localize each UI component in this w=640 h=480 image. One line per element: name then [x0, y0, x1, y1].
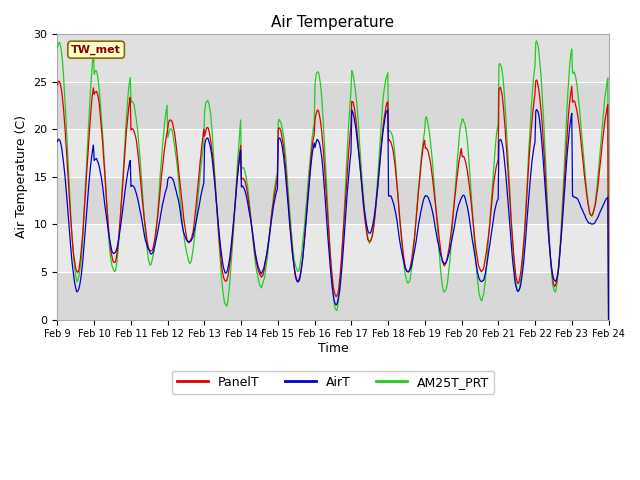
- Bar: [58, 129, 609, 177]
- Bar: [58, 177, 609, 225]
- Bar: [58, 272, 609, 320]
- Text: TW_met: TW_met: [71, 45, 121, 55]
- Y-axis label: Air Temperature (C): Air Temperature (C): [15, 115, 28, 239]
- X-axis label: Time: Time: [317, 342, 348, 355]
- Bar: [58, 34, 609, 82]
- Bar: [58, 225, 609, 272]
- Bar: [58, 82, 609, 129]
- Legend: PanelT, AirT, AM25T_PRT: PanelT, AirT, AM25T_PRT: [172, 371, 494, 394]
- Title: Air Temperature: Air Temperature: [271, 15, 394, 30]
